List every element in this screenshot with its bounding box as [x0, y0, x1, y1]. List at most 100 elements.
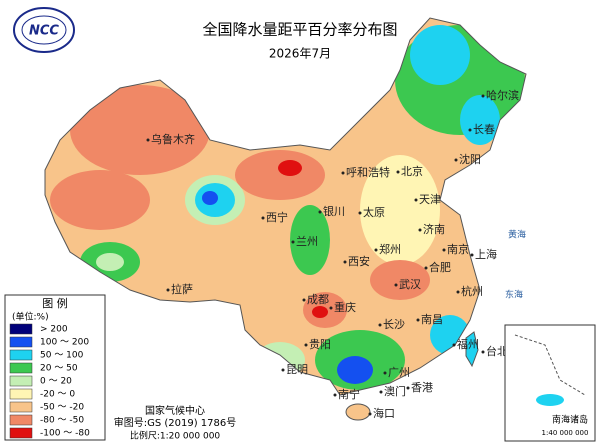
city-dot	[379, 390, 383, 394]
city-dot	[329, 306, 333, 310]
city-dot	[396, 170, 400, 174]
city-dot	[424, 266, 428, 270]
city-label: 南昌	[421, 313, 443, 326]
legend-swatch	[9, 362, 33, 374]
footer-org: 国家气候中心	[145, 404, 205, 417]
city-dot	[456, 290, 460, 294]
city-label: 兰州	[296, 235, 318, 248]
city-dot	[418, 228, 422, 232]
city-dot	[468, 128, 472, 132]
city-dot	[304, 343, 308, 347]
city-dot	[368, 412, 372, 416]
city-label: 贵阳	[309, 338, 331, 351]
legend-swatch	[9, 349, 33, 361]
logo: NCC	[13, 7, 75, 53]
city-dot	[378, 323, 382, 327]
city-label: 呼和浩特	[346, 165, 390, 179]
city-dot	[414, 198, 418, 202]
logo-text: NCC	[29, 24, 59, 39]
taiwan	[465, 331, 479, 368]
city-dot	[374, 248, 378, 252]
city-label: 西宁	[266, 210, 288, 224]
legend: 图 例 (单位:%) > 200 100 ～ 200 50 ～ 100 20 ～ 50…	[4, 294, 106, 441]
city-dot	[343, 260, 347, 264]
city-label: 武汉	[399, 278, 421, 291]
legend-swatch	[9, 323, 33, 335]
legend-label: -20 ～ 0	[40, 390, 75, 400]
city-dot	[383, 371, 387, 375]
footer-scale: 比例尺:1:20 000 000	[130, 430, 221, 442]
city-dot	[452, 343, 456, 347]
legend-label: > 200	[40, 325, 68, 335]
city-label: 台北	[486, 344, 508, 358]
city-label: 广州	[388, 366, 410, 379]
city-label: 长春	[473, 123, 495, 136]
inset-scale: 1:40 000 000	[542, 429, 589, 437]
legend-swatch	[9, 336, 33, 348]
hainan	[345, 403, 371, 421]
city-dot	[394, 283, 398, 287]
city-label: 西安	[348, 254, 370, 268]
legend-unit: (单位:%)	[12, 311, 49, 323]
map-subtitle: 2026年7月	[269, 47, 331, 61]
city-dot	[442, 248, 446, 252]
legend-swatch	[9, 414, 33, 426]
city-dot	[358, 211, 362, 215]
city-label: 香港	[411, 381, 433, 394]
city-label: 重庆	[334, 300, 356, 314]
legend-label: -50 ～ -20	[40, 403, 84, 413]
city-dot	[470, 253, 474, 257]
city-label: 天津	[419, 193, 441, 206]
legend-swatch	[9, 401, 33, 413]
city-label: 沈阳	[459, 152, 481, 166]
city-label: 太原	[363, 206, 385, 219]
city-label: 杭州	[461, 284, 483, 298]
city-label: 海口	[373, 406, 395, 420]
city-dot	[481, 94, 485, 98]
city-dot	[416, 318, 420, 322]
city-dot	[454, 158, 458, 162]
city-dot	[146, 138, 150, 142]
city-label: 银川	[323, 204, 345, 218]
sea-label: 东海	[505, 289, 523, 301]
legend-label: 50 ～ 100	[40, 351, 84, 361]
legend-swatch	[9, 388, 33, 400]
inset: 南海诸岛 1:40 000 000	[504, 324, 596, 442]
city-label: 上海	[475, 247, 497, 261]
city-dot	[261, 216, 265, 220]
city-label: 北京	[401, 164, 423, 178]
legend-swatch	[9, 375, 33, 387]
city-dot	[333, 393, 337, 397]
city-dot	[406, 386, 410, 390]
city-label: 南京	[447, 242, 469, 256]
map-title: 全国降水量距平百分率分布图	[202, 21, 397, 39]
legend-label: -100 ～ -80	[40, 429, 90, 439]
legend-label: 100 ～ 200	[40, 338, 89, 348]
inset-title: 南海诸岛	[552, 414, 588, 426]
legend-swatch	[9, 427, 33, 439]
sea-label: 黄海	[508, 229, 526, 241]
city-label: 哈尔滨	[486, 88, 519, 102]
city-label: 济南	[423, 222, 445, 236]
footer-approval: 审图号:GS (2019) 1786号	[114, 416, 237, 429]
legend-label: -80 ～ -50	[40, 416, 84, 426]
city-label: 乌鲁木齐	[151, 132, 195, 146]
city-dot	[281, 368, 285, 372]
city-dot	[166, 288, 170, 292]
legend-label: 0 ～ 20	[40, 377, 72, 387]
city-label: 澳门	[384, 384, 406, 398]
city-label: 郑州	[379, 242, 401, 256]
city-dot	[291, 240, 295, 244]
city-label: 福州	[457, 337, 479, 351]
city-dot	[302, 298, 306, 302]
legend-label: 20 ～ 50	[40, 364, 78, 374]
city-label: 成都	[307, 293, 329, 306]
city-dot	[341, 171, 345, 175]
city-label: 南宁	[338, 387, 360, 401]
city-label: 合肥	[429, 260, 451, 274]
city-dot	[481, 350, 485, 354]
city-label: 昆明	[286, 363, 308, 376]
legend-title: 图 例	[42, 296, 68, 310]
